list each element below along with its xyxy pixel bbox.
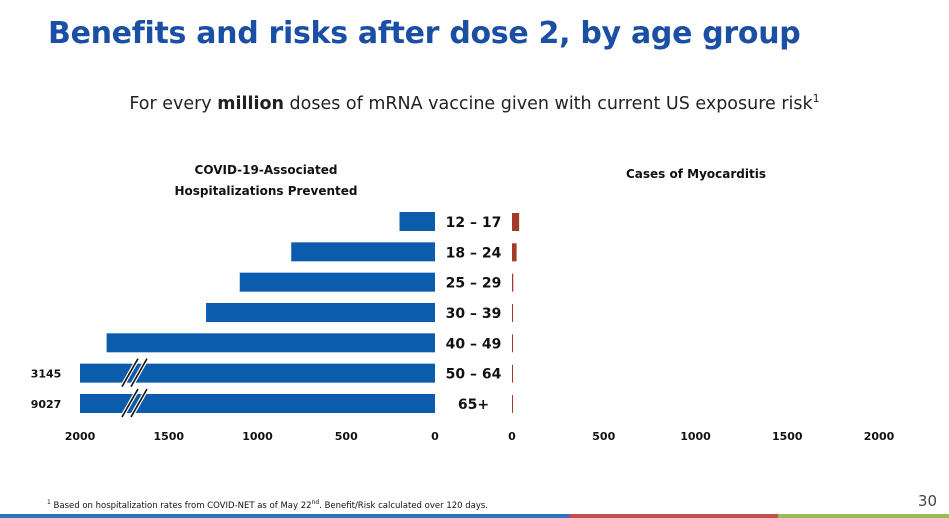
footnote-marker: 1 [47,499,51,506]
footer-rule [0,514,949,518]
left-tick-label: 2000 [65,430,96,443]
age-group-labels: 12 – 17 18 – 24 25 – 29 30 – 39 40 – 49 50 – … [446,215,502,413]
right-tick-label: 500 [592,430,615,443]
butterfly-chart: 12 – 17 18 – 24 25 – 29 30 – 39 40 – 49 50 – … [31,212,895,443]
right-series-title: Cases of Myocarditis [626,167,766,181]
page-number: 30 [917,492,937,510]
truncated-value-labels: 3145 9027 [31,368,62,411]
risk-bar [512,243,517,262]
age-group-label: 12 – 17 [446,215,502,231]
benefit-bar [80,363,435,383]
risk-bar [512,364,513,383]
subtitle: For every million doses of mRNA vaccine … [0,92,949,114]
left-tick-label: 0 [431,430,439,443]
benefit-bar [239,272,435,292]
benefit-bar [80,393,435,413]
risk-bar [512,273,514,292]
footnote: 1 Based on hospitalization rates from CO… [47,499,488,511]
axis-break-mark [121,358,139,388]
risk-bars [512,213,520,413]
benefit-bars [80,212,435,413]
axis-break-mark [130,388,148,418]
left-series-title: COVID-19-Associated Hospitalizations Pre… [150,160,382,202]
benefit-bar [106,333,435,353]
subtitle-emphasis: million [217,93,284,114]
subtitle-lead: For every [129,93,218,114]
left-series-title-line1: COVID-19-Associated [194,163,338,177]
subtitle-footnote-marker: 1 [812,92,820,105]
axis-break-mark [121,388,139,418]
axis-break-mark [130,358,148,388]
age-group-label: 50 – 64 [446,367,502,383]
benefit-bar [206,302,435,322]
risk-bar [512,334,513,353]
benefit-bar [399,212,435,231]
benefit-bar [291,242,435,262]
right-axis-ticks: 0 500 1000 1500 2000 [508,430,894,443]
footnote-ordinal: nd [311,499,320,506]
risk-bar [512,213,520,231]
left-tick-label: 1500 [153,430,184,443]
right-tick-label: 2000 [864,430,895,443]
left-tick-label: 500 [335,430,358,443]
left-tick-label: 1000 [242,430,273,443]
right-tick-label: 0 [508,430,516,443]
age-group-label: 30 – 39 [446,306,502,322]
left-series-title-line2: Hospitalizations Prevented [174,184,358,198]
subtitle-rest: doses of mRNA vaccine given with current… [283,93,813,114]
age-group-label: 18 – 24 [446,245,502,261]
age-group-label: 25 – 29 [446,276,502,292]
left-axis-ticks: 2000 1500 1000 500 0 [65,430,439,443]
risk-bar [512,394,513,413]
age-group-label: 40 – 49 [446,336,502,352]
page-title: Benefits and risks after dose 2, by age … [48,16,801,51]
footnote-text-end: . Benefit/Risk calculated over 120 days. [319,500,489,511]
age-group-label: 65+ [458,397,489,413]
value-label: 9027 [31,398,62,411]
footnote-text: Based on hospitalization rates from COVI… [50,500,312,511]
right-tick-label: 1500 [772,430,803,443]
risk-bar [512,303,513,322]
value-label: 3145 [31,368,62,381]
right-tick-label: 1000 [680,430,711,443]
axis-break-marks [120,357,149,418]
